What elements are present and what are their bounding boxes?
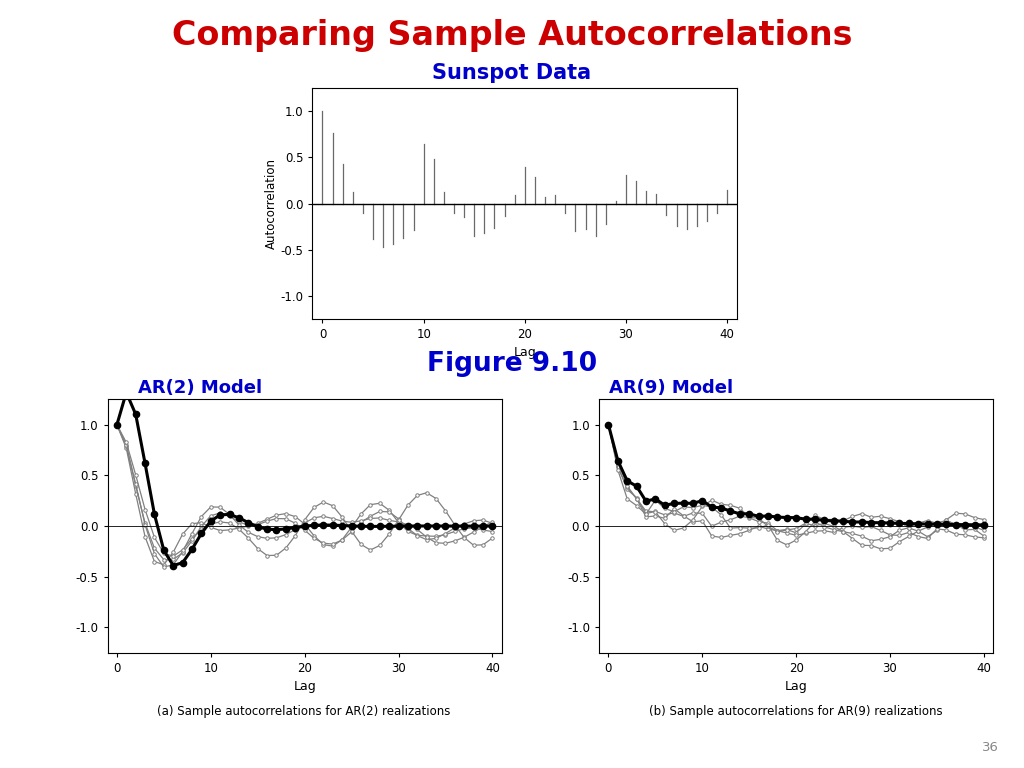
X-axis label: Lag: Lag xyxy=(293,680,316,694)
Text: Sunspot Data: Sunspot Data xyxy=(432,63,592,83)
X-axis label: Lag: Lag xyxy=(513,346,537,359)
Text: Comparing Sample Autocorrelations: Comparing Sample Autocorrelations xyxy=(172,19,852,52)
Y-axis label: Autocorrelation: Autocorrelation xyxy=(264,158,278,249)
X-axis label: Lag: Lag xyxy=(784,680,808,694)
Text: AR(9) Model: AR(9) Model xyxy=(609,379,733,397)
Text: (a) Sample autocorrelations for AR(2) realizations: (a) Sample autocorrelations for AR(2) re… xyxy=(158,705,451,718)
Text: (b) Sample autocorrelations for AR(9) realizations: (b) Sample autocorrelations for AR(9) re… xyxy=(649,705,942,718)
Text: AR(2) Model: AR(2) Model xyxy=(138,379,262,397)
Text: Figure 9.10: Figure 9.10 xyxy=(427,351,597,377)
Text: 36: 36 xyxy=(982,741,998,754)
